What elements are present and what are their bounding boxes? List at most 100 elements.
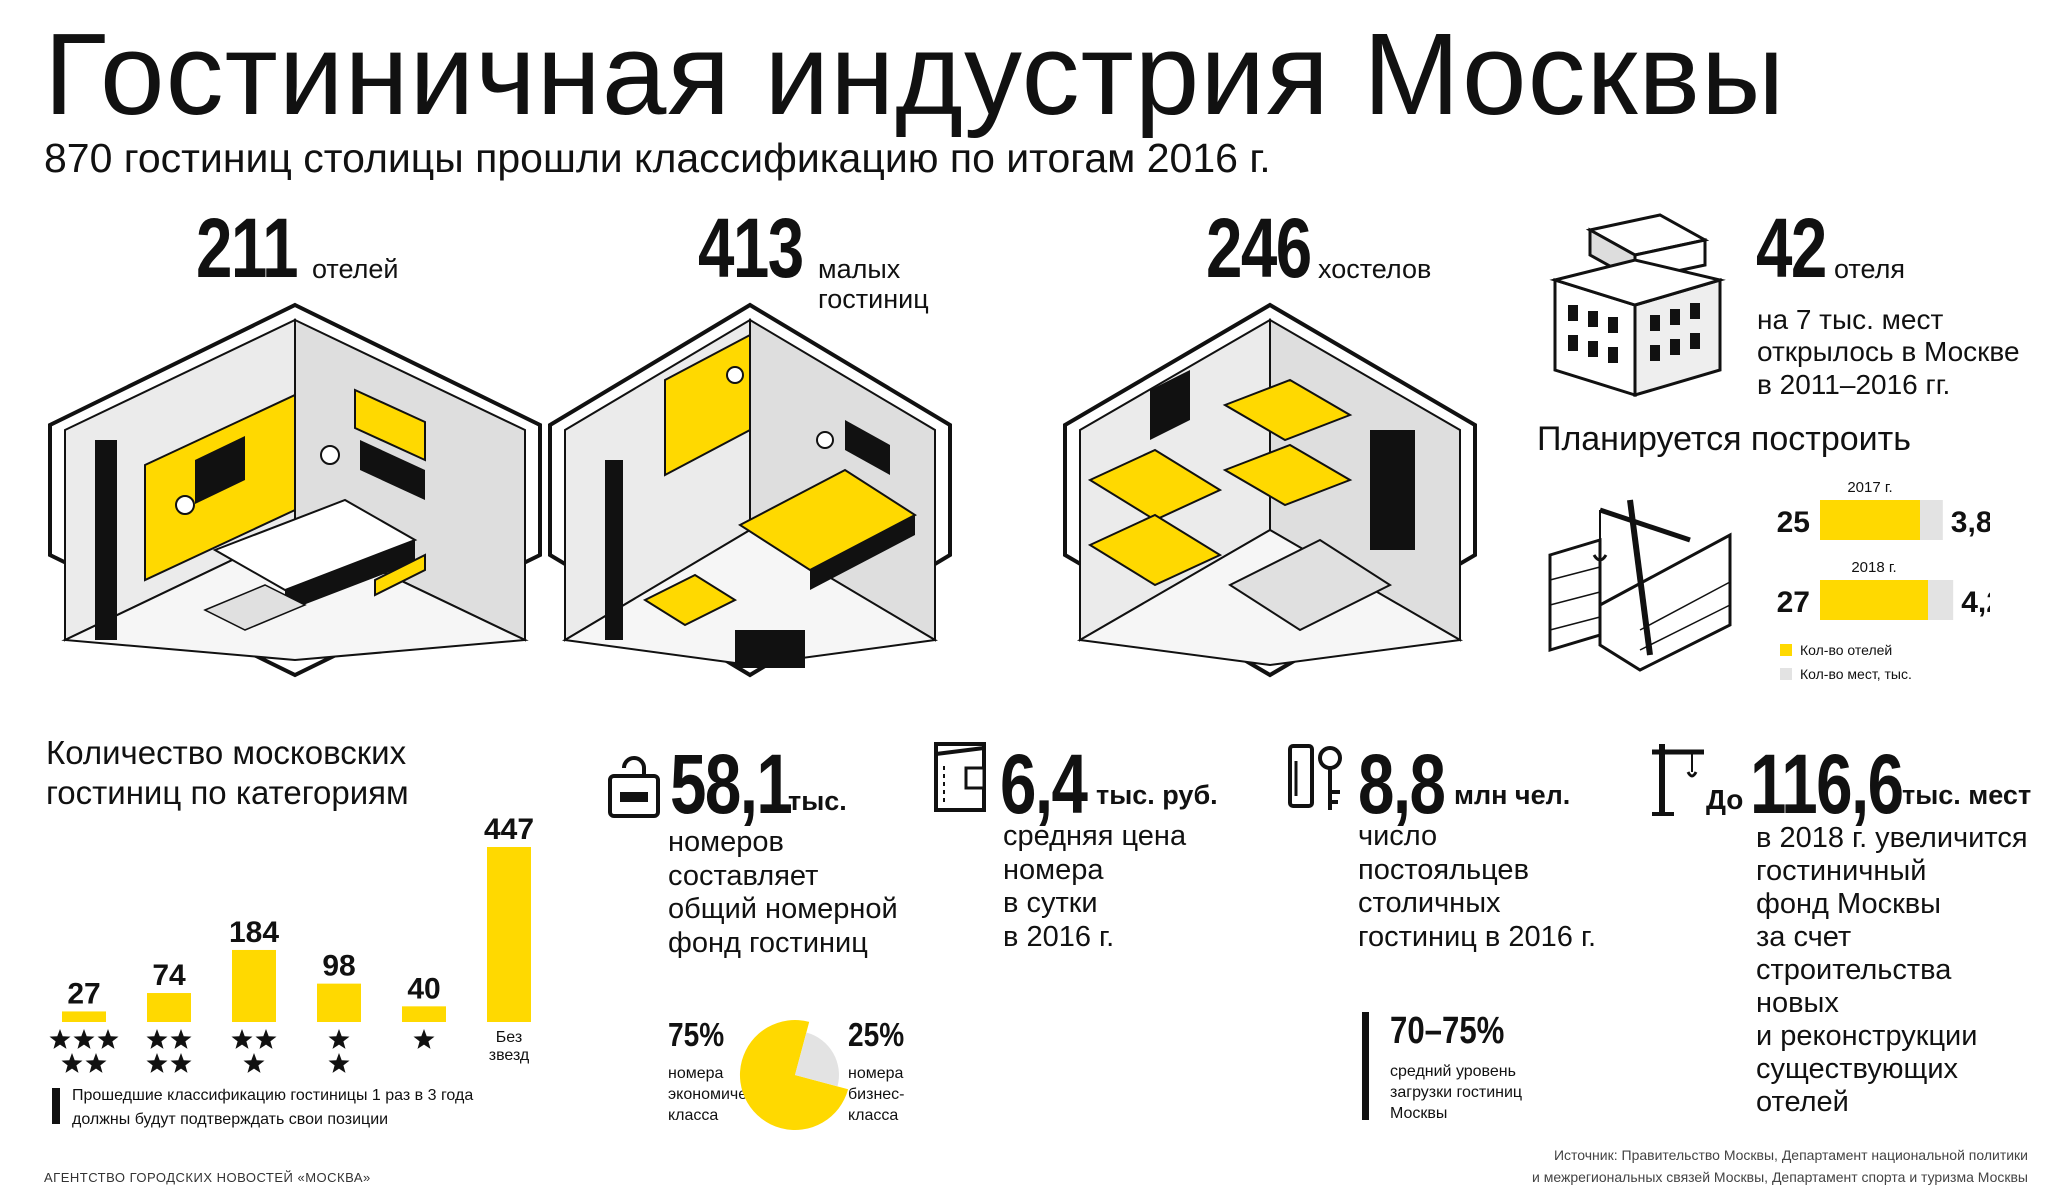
building-icon xyxy=(1549,213,1726,398)
legend-hotels-label: Кол-во отелей xyxy=(1800,642,1892,658)
door-hanger-icon xyxy=(608,756,660,818)
category-chart-title: Количество московских гостиниц по катего… xyxy=(46,733,486,812)
planned-hotels-bar xyxy=(1820,580,1928,620)
category-label: звезд xyxy=(489,1047,530,1064)
business-share-value: 25% xyxy=(848,1016,905,1053)
category-bar-label: 74 xyxy=(152,959,186,992)
category-bar xyxy=(317,983,361,1022)
planned-hotels-value: 25 xyxy=(1777,506,1810,539)
occupancy-value: 70–75% xyxy=(1390,1010,1505,1052)
planned-places-bar xyxy=(1928,580,1954,620)
category-bar-label: 98 xyxy=(322,950,355,983)
category-bar xyxy=(232,949,276,1022)
planned-year-label: 2018 г. xyxy=(1851,559,1896,576)
planned-year-label: 2017 г. xyxy=(1847,479,1892,496)
occupancy-marker xyxy=(1362,1012,1369,1120)
page-title: Гостиничная индустрия Москвы xyxy=(44,9,1786,139)
pie-slice xyxy=(795,1032,840,1087)
star-icon xyxy=(170,1029,192,1049)
opened-hotels-unit: отеля xyxy=(1834,254,1905,284)
rooms-stat-unit: тыс. xyxy=(788,786,847,816)
category-bar-label: 27 xyxy=(67,977,100,1010)
room-class-pie xyxy=(739,1020,849,1131)
star-icon xyxy=(73,1029,95,1049)
rooms-stat-desc: номеров составляет общий номерной фонд г… xyxy=(668,826,898,959)
category-bar xyxy=(402,1006,446,1022)
stat-small-hotels-value: 413 xyxy=(698,201,804,295)
business-share-label: номера бизнес- класса xyxy=(848,1065,905,1124)
category-bar-label: 184 xyxy=(229,916,279,949)
source-credit: Источник: Правительство Москвы, Департам… xyxy=(1532,1147,2028,1185)
price-stat-unit: тыс. руб. xyxy=(1096,780,1218,810)
opened-hotels-desc: на 7 тыс. мест открылось в Москве в 2011… xyxy=(1757,304,2020,400)
opened-hotels: 42 xyxy=(1756,206,1845,290)
price-stat-desc: средняя цена номера в сутки в 2016 г. xyxy=(1003,820,1187,953)
planned-title: Планируется построить xyxy=(1537,420,1911,458)
category-label: Без xyxy=(496,1029,522,1046)
star-icon xyxy=(413,1029,435,1049)
legend-places-label: Кол-во мест, тыс. xyxy=(1800,666,1912,682)
stat-hotels-unit: отелей xyxy=(312,254,399,284)
price-stat: 6,4 xyxy=(1000,742,1111,826)
capacity-stat-desc: в 2018 г. увеличится гостиничный фонд Мо… xyxy=(1756,822,2028,1119)
legend-hotels-swatch xyxy=(1780,644,1792,656)
classification-note: Прошедшие классификацию гостиницы 1 раз … xyxy=(72,1087,474,1128)
planned-chart: 2017 г. 25 3,8 2018 г. 27 4,2 Кол-во отелей Кол… xyxy=(1777,479,1990,682)
star-icon xyxy=(231,1029,253,1049)
note-marker xyxy=(52,1088,60,1124)
star-icon xyxy=(85,1053,107,1073)
guests-stat: 8,8 xyxy=(1358,742,1469,826)
economy-share-value: 75% xyxy=(668,1016,725,1053)
opened-hotels-value: 42 xyxy=(1756,201,1827,295)
star-icon xyxy=(243,1053,265,1073)
star-icon xyxy=(146,1053,168,1073)
planned-hotels-bar xyxy=(1820,500,1920,540)
category-bar xyxy=(147,993,191,1022)
page-subtitle: 870 гостиниц столицы прошли классификаци… xyxy=(44,135,1271,181)
guests-stat-value: 8,8 xyxy=(1358,737,1446,831)
stat-small-hotels-unit: малых гостиниц xyxy=(818,254,929,315)
star-icon xyxy=(146,1029,168,1049)
price-stat-value: 6,4 xyxy=(1000,737,1088,831)
star-icon xyxy=(328,1053,350,1073)
pie-slice xyxy=(739,1020,849,1131)
small-hotel-room-illustration xyxy=(548,302,952,678)
stat-hotels-value: 211 xyxy=(196,201,299,295)
capacity-stat: 116,6 xyxy=(1750,742,1946,826)
star-icon xyxy=(49,1029,71,1049)
wallet-icon xyxy=(934,742,986,812)
occupancy-desc: средний уровень загрузки гостиниц Москвы xyxy=(1390,1063,1523,1122)
planned-places-bar xyxy=(1920,500,1943,540)
hostel-room-illustration xyxy=(1063,302,1477,678)
guests-stat-unit: млн чел. xyxy=(1454,780,1571,810)
hotel-room-illustration xyxy=(48,302,542,678)
stat-hostels-unit: хостелов xyxy=(1318,254,1432,284)
category-chart-title-text: Количество московских гостиниц по катего… xyxy=(46,734,409,811)
star-icon xyxy=(170,1053,192,1073)
category-bar-label: 447 xyxy=(484,813,534,846)
capacity-stat-unit: тыс. мест xyxy=(1902,780,2032,810)
planned-hotels-value: 27 xyxy=(1777,586,1810,619)
rooms-stat-value: 58,1 xyxy=(670,737,793,831)
star-icon xyxy=(61,1053,83,1073)
stat-hostels-value: 246 xyxy=(1206,201,1312,295)
construction-crane-icon xyxy=(1548,499,1732,672)
planned-places-value: 4,2 xyxy=(1961,586,1990,619)
agency-credit: АГЕНТСТВО ГОРОДСКИХ НОВОСТЕЙ «МОСКВА» xyxy=(44,1170,371,1185)
crane-icon xyxy=(1652,744,1704,816)
key-card-icon xyxy=(1288,744,1342,810)
planned-places-value: 3,8 xyxy=(1951,506,1990,539)
star-icon xyxy=(255,1029,277,1049)
star-icon xyxy=(97,1029,119,1049)
capacity-prefix: До xyxy=(1706,784,1744,815)
category-bar-label: 40 xyxy=(407,972,440,1005)
stat-small-hotels: 413 xyxy=(698,206,832,290)
rooms-stat: 58,1 xyxy=(670,742,826,826)
capacity-stat-value: 116,6 xyxy=(1750,737,1904,831)
category-bar xyxy=(487,847,531,1022)
star-icon xyxy=(328,1029,350,1049)
category-bar xyxy=(62,1011,106,1022)
stat-hostels: 246 xyxy=(1206,206,1340,290)
guests-stat-desc: число постояльцев столичных гостиниц в 2… xyxy=(1358,820,1597,953)
